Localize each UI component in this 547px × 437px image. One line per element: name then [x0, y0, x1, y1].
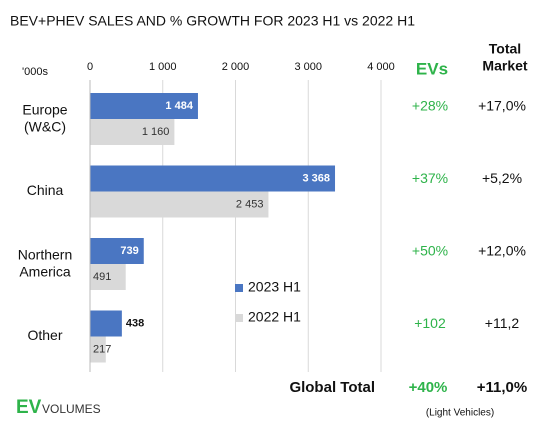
market-growth: +17,0% [478, 98, 526, 114]
legend-label: 2022 H1 [248, 309, 301, 325]
legend-swatch [235, 314, 243, 322]
value-label: 217 [93, 343, 111, 355]
logo-text: VOLUMES [42, 402, 101, 416]
x-tick-label: 2 000 [222, 61, 250, 73]
bar [90, 238, 144, 264]
market-growth-header: Total Market [482, 40, 527, 73]
ev-growth: +28% [412, 98, 448, 114]
value-label: 491 [93, 271, 111, 283]
bar [90, 93, 198, 119]
market-growth: +5,2% [482, 170, 522, 186]
x-tick-label: 4 000 [367, 61, 395, 73]
global-total-label: Global Total [289, 379, 375, 396]
y-tick-label: Europe (W&C) [22, 101, 67, 134]
value-label: 1 484 [165, 100, 193, 112]
global-market-growth: +11,0% [477, 379, 527, 396]
value-label: 1 160 [142, 126, 170, 138]
ev-growth: +37% [412, 170, 448, 186]
chart-title: BEV+PHEV SALES AND % GROWTH FOR 2023 H1 … [10, 13, 415, 29]
bar [90, 191, 269, 218]
y-tick-label: China [27, 182, 64, 198]
bar [90, 119, 175, 145]
value-label: 438 [126, 317, 144, 329]
value-label: 739 [120, 245, 138, 257]
value-label: 2 453 [236, 198, 264, 210]
x-tick-label: 3 000 [294, 61, 322, 73]
value-label: 3 368 [302, 172, 330, 184]
market-growth: +11,2 [485, 315, 520, 331]
ev-growth: +50% [412, 243, 448, 259]
note: (Light Vehicles) [426, 408, 494, 419]
legend-label: 2023 H1 [248, 279, 301, 295]
y-tick-label: Other [27, 327, 62, 343]
ev-growth: +102 [414, 315, 446, 331]
logo-mark: EV [16, 397, 42, 418]
y-tick-label: Northern America [18, 246, 72, 279]
bar [90, 336, 106, 363]
ev-growth-header: EVs [416, 59, 448, 78]
bar [90, 310, 122, 337]
bar [90, 165, 336, 192]
x-tick-label: 1 000 [149, 61, 177, 73]
x-tick-label: 0 [87, 61, 93, 73]
market-growth: +12,0% [478, 243, 526, 259]
global-ev-growth: +40% [409, 379, 448, 396]
bar [90, 264, 126, 290]
unit-label: '000s [22, 66, 48, 78]
legend-swatch [235, 284, 243, 292]
